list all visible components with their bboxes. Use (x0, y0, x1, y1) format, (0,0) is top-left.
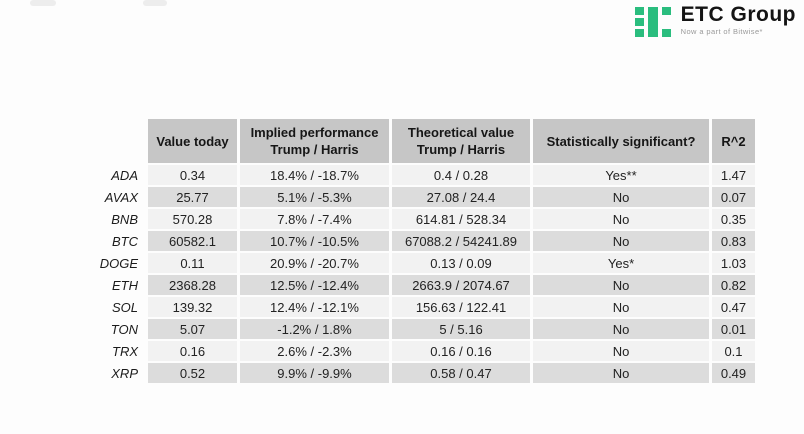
table-row: SOL 139.32 12.4% / -12.1% 156.63 / 122.4… (96, 297, 755, 319)
cell-theoretical-value: 0.58 / 0.47 (392, 363, 533, 385)
asset-label: TRX (96, 341, 148, 363)
cell-significant: No (533, 187, 712, 209)
cropped-text-artifact (143, 0, 167, 6)
table-row: DOGE 0.11 20.9% / -20.7% 0.13 / 0.09 Yes… (96, 253, 755, 275)
header-theoretical-value: Theoretical value Trump / Harris (392, 119, 533, 165)
table-row: TRX 0.16 2.6% / -2.3% 0.16 / 0.16 No 0.1 (96, 341, 755, 363)
table-row: TON 5.07 -1.2% / 1.8% 5 / 5.16 No 0.01 (96, 319, 755, 341)
table-row: BNB 570.28 7.8% / -7.4% 614.81 / 528.34 … (96, 209, 755, 231)
header-implied-performance: Implied performance Trump / Harris (240, 119, 392, 165)
cell-significant: No (533, 209, 712, 231)
cell-implied-performance: 12.4% / -12.1% (240, 297, 392, 319)
asset-label: TON (96, 319, 148, 341)
asset-label: ETH (96, 275, 148, 297)
cell-r2: 1.03 (712, 253, 755, 275)
cell-value-today: 25.77 (148, 187, 240, 209)
etc-group-logo-icon (634, 7, 671, 37)
cell-significant: Yes** (533, 165, 712, 187)
cell-value-today: 5.07 (148, 319, 240, 341)
asset-label: SOL (96, 297, 148, 319)
logo-tagline: Now a part of Bitwise* (680, 27, 763, 36)
cell-r2: 0.01 (712, 319, 755, 341)
crypto-regression-table: Value today Implied performance Trump / … (96, 119, 755, 385)
cell-implied-performance: 20.9% / -20.7% (240, 253, 392, 275)
asset-label: XRP (96, 363, 148, 385)
header-value-today: Value today (148, 119, 240, 165)
cell-implied-performance: 7.8% / -7.4% (240, 209, 392, 231)
cell-significant: No (533, 341, 712, 363)
cell-theoretical-value: 0.4 / 0.28 (392, 165, 533, 187)
header-asset (96, 119, 148, 165)
cell-theoretical-value: 0.13 / 0.09 (392, 253, 533, 275)
cell-implied-performance: 18.4% / -18.7% (240, 165, 392, 187)
cell-r2: 0.49 (712, 363, 755, 385)
asset-label: AVAX (96, 187, 148, 209)
cell-r2: 0.35 (712, 209, 755, 231)
cell-theoretical-value: 27.08 / 24.4 (392, 187, 533, 209)
cell-implied-performance: -1.2% / 1.8% (240, 319, 392, 341)
table-row: ADA 0.34 18.4% / -18.7% 0.4 / 0.28 Yes**… (96, 165, 755, 187)
cell-implied-performance: 2.6% / -2.3% (240, 341, 392, 363)
cell-implied-performance: 5.1% / -5.3% (240, 187, 392, 209)
cell-significant: No (533, 297, 712, 319)
cell-theoretical-value: 5 / 5.16 (392, 319, 533, 341)
asset-label: BNB (96, 209, 148, 231)
logo-name: ETC Group (680, 3, 796, 26)
cell-r2: 0.82 (712, 275, 755, 297)
cell-r2: 0.83 (712, 231, 755, 253)
cell-implied-performance: 12.5% / -12.4% (240, 275, 392, 297)
cell-significant: No (533, 319, 712, 341)
cell-significant: No (533, 363, 712, 385)
asset-label: ADA (96, 165, 148, 187)
cell-theoretical-value: 2663.9 / 2074.67 (392, 275, 533, 297)
table-header-row: Value today Implied performance Trump / … (96, 119, 755, 165)
cell-r2: 0.1 (712, 341, 755, 363)
cell-value-today: 0.52 (148, 363, 240, 385)
cell-r2: 0.07 (712, 187, 755, 209)
cell-theoretical-value: 67088.2 / 54241.89 (392, 231, 533, 253)
cell-significant: No (533, 231, 712, 253)
cell-value-today: 139.32 (148, 297, 240, 319)
cell-value-today: 0.16 (148, 341, 240, 363)
cell-implied-performance: 10.7% / -10.5% (240, 231, 392, 253)
cell-theoretical-value: 156.63 / 122.41 (392, 297, 533, 319)
table-row: XRP 0.52 9.9% / -9.9% 0.58 / 0.47 No 0.4… (96, 363, 755, 385)
header-r2: R^2 (712, 119, 755, 165)
cell-theoretical-value: 614.81 / 528.34 (392, 209, 533, 231)
table-row: ETH 2368.28 12.5% / -12.4% 2663.9 / 2074… (96, 275, 755, 297)
asset-label: BTC (96, 231, 148, 253)
cell-significant: No (533, 275, 712, 297)
cell-significant: Yes* (533, 253, 712, 275)
cell-value-today: 60582.1 (148, 231, 240, 253)
etc-group-logo: ETC Group Now a part of Bitwise* (634, 3, 796, 37)
cell-implied-performance: 9.9% / -9.9% (240, 363, 392, 385)
cell-value-today: 2368.28 (148, 275, 240, 297)
table-row: BTC 60582.1 10.7% / -10.5% 67088.2 / 542… (96, 231, 755, 253)
cell-value-today: 0.11 (148, 253, 240, 275)
cell-value-today: 0.34 (148, 165, 240, 187)
header-statistically-significant: Statistically significant? (533, 119, 712, 165)
cell-value-today: 570.28 (148, 209, 240, 231)
cell-theoretical-value: 0.16 / 0.16 (392, 341, 533, 363)
cell-r2: 1.47 (712, 165, 755, 187)
table-row: AVAX 25.77 5.1% / -5.3% 27.08 / 24.4 No … (96, 187, 755, 209)
cropped-text-artifact (30, 0, 56, 6)
cell-r2: 0.47 (712, 297, 755, 319)
asset-label: DOGE (96, 253, 148, 275)
